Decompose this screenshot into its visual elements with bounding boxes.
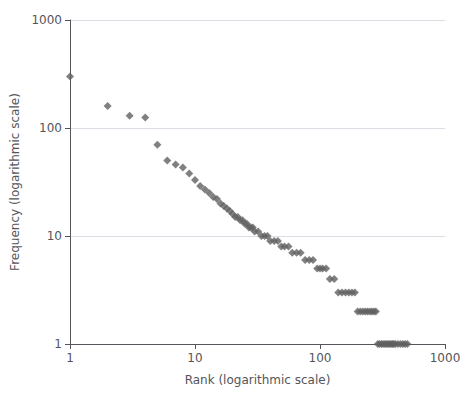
svg-text:Rank (logarithmic scale): Rank (logarithmic scale) bbox=[185, 373, 331, 387]
svg-text:10: 10 bbox=[47, 229, 62, 243]
svg-text:100: 100 bbox=[39, 121, 62, 135]
svg-text:Frequency (logarithmic scale): Frequency (logarithmic scale) bbox=[8, 93, 22, 271]
svg-text:1000: 1000 bbox=[31, 13, 62, 27]
svg-text:1000: 1000 bbox=[430, 351, 461, 365]
svg-text:1: 1 bbox=[66, 351, 74, 365]
svg-text:1: 1 bbox=[54, 337, 62, 351]
svg-text:10: 10 bbox=[187, 351, 202, 365]
svg-text:100: 100 bbox=[309, 351, 332, 365]
